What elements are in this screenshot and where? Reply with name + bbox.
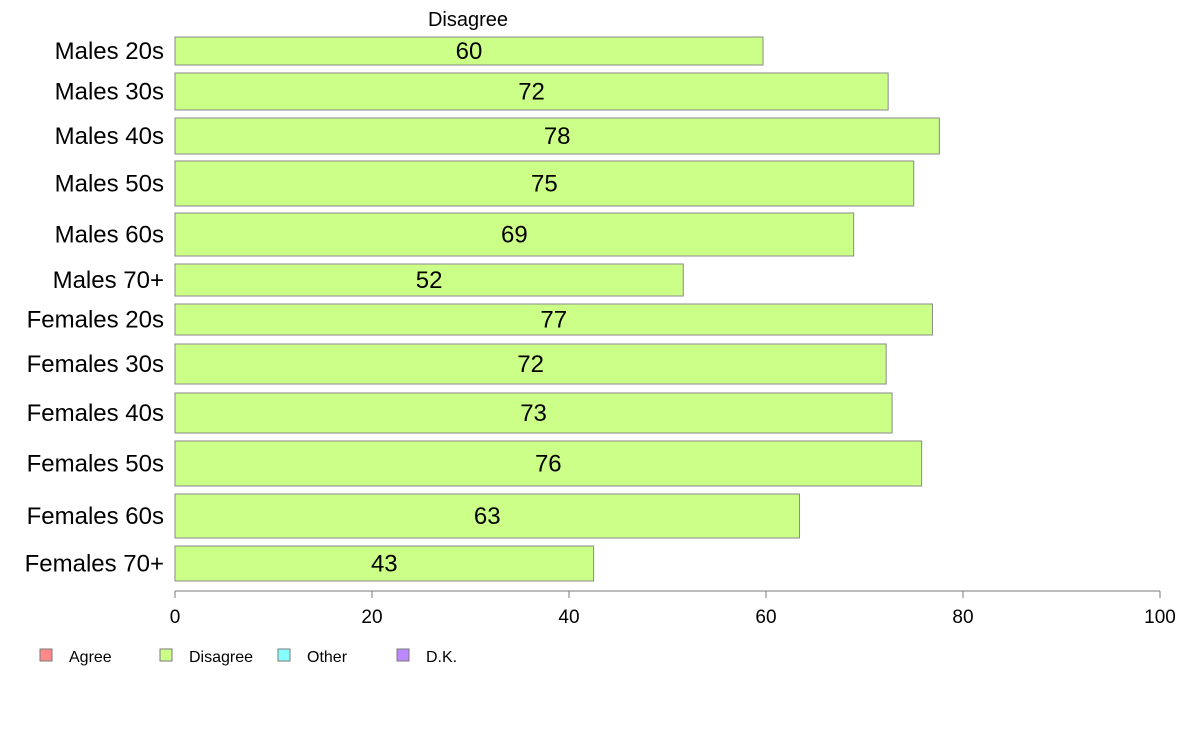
data-label: 73 (520, 400, 547, 427)
legend: Agree Disagree Other D.K. (39, 648, 457, 666)
data-label: 72 (518, 79, 545, 106)
bar (174, 303, 933, 336)
data-label: 43 (371, 551, 398, 578)
category-label: Males 60s (55, 222, 164, 249)
bars-group (174, 36, 940, 582)
bar (174, 212, 855, 257)
category-label: Females 60s (27, 503, 164, 530)
bar (174, 160, 915, 207)
category-label: Females 40s (27, 400, 164, 427)
category-label: Females 50s (27, 451, 164, 478)
data-label: 69 (501, 222, 528, 249)
category-label: Females 20s (27, 307, 164, 334)
data-label: 76 (535, 451, 562, 478)
legend-label: Agree (69, 649, 112, 666)
bar (174, 36, 764, 66)
data-label: 52 (416, 267, 443, 294)
category-label: Males 20s (55, 38, 164, 65)
x-tick-label: 80 (952, 607, 973, 628)
legend-swatch (39, 648, 53, 662)
legend-swatch (159, 648, 173, 662)
category-labels: Males 20s Males 30s Males 40s Males 50s Male… (25, 38, 164, 578)
category-label: Males 30s (55, 79, 164, 106)
legend-label: Disagree (189, 649, 253, 666)
category-label: Females 70+ (25, 551, 164, 578)
x-tick-label: 100 (1144, 607, 1176, 628)
legend-swatch (277, 648, 291, 662)
x-tick-label: 20 (361, 607, 382, 628)
bar (174, 72, 889, 111)
category-label: Females 30s (27, 351, 164, 378)
bar (174, 440, 923, 487)
data-label: 75 (531, 171, 558, 198)
x-tick-label: 60 (755, 607, 776, 628)
x-tick-label: 40 (558, 607, 579, 628)
bar (174, 263, 684, 297)
bar (174, 493, 800, 539)
category-label: Males 50s (55, 171, 164, 198)
data-label: 77 (540, 307, 567, 334)
legend-label: Other (307, 649, 348, 666)
bar (174, 117, 940, 155)
x-tick-label: 0 (170, 607, 181, 628)
data-label: 63 (474, 503, 501, 530)
legend-label: D.K. (426, 649, 457, 666)
x-axis: 0 20 40 60 80 100 (170, 590, 1176, 628)
legend-swatch (396, 648, 410, 662)
category-label: Males 70+ (53, 267, 164, 294)
bar (174, 343, 887, 385)
category-label: Males 40s (55, 123, 164, 150)
data-label: 78 (544, 123, 571, 150)
data-label: 72 (517, 351, 544, 378)
chart-title: Disagree (428, 9, 508, 31)
bar (174, 545, 595, 582)
bar (174, 392, 893, 434)
data-label: 60 (456, 38, 483, 65)
